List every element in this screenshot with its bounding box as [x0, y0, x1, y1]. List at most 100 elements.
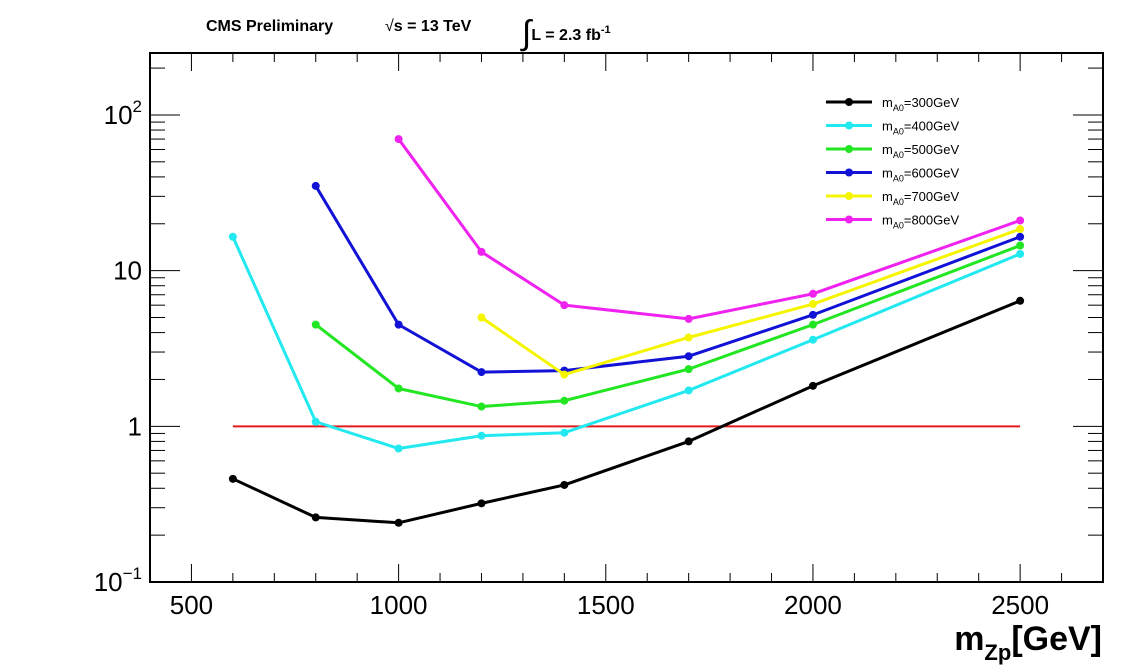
header-luminosity: ∫L = 2.3 fb-1: [522, 10, 611, 52]
legend-entry-rest: =600GeV: [904, 166, 960, 181]
data-point: [228, 232, 237, 241]
y-tick-label-base: 10: [104, 100, 133, 130]
data-point: [1016, 241, 1025, 250]
y-tick-label-base: 1: [128, 411, 142, 441]
series-line-800: [397, 138, 1021, 321]
legend-entry-main: m: [882, 189, 893, 204]
data-point: [477, 431, 486, 440]
legend-entry-rest: =800GeV: [904, 213, 960, 228]
sqrt-symbol: √: [385, 18, 394, 35]
data-point: [311, 181, 320, 190]
legend-entry-main: m: [882, 142, 893, 157]
legend-entry: mA0=300GeV: [882, 95, 959, 113]
lumi-text: L = 2.3 fb: [531, 27, 601, 44]
legend-entry-sub: A0: [893, 221, 904, 231]
y-tick-label: 1: [128, 411, 142, 441]
plot-frame: [149, 52, 1104, 583]
data-point: [560, 370, 569, 379]
data-point: [808, 289, 817, 298]
data-point: [477, 368, 486, 377]
data-point: [560, 480, 569, 489]
legend-entry: mA0=700GeV: [882, 189, 959, 207]
legend-entry-rest: =500GeV: [904, 142, 960, 157]
data-point: [394, 135, 403, 144]
data-point: [560, 301, 569, 310]
integral-icon: ∫: [522, 14, 532, 52]
y-tick-label-exponent: 2: [133, 97, 142, 116]
data-point: [808, 310, 817, 319]
y-tick-label: 10−1: [94, 564, 142, 597]
data-point: [311, 513, 320, 522]
legend-marker: [845, 168, 853, 177]
data-point: [394, 384, 403, 393]
data-point: [1016, 216, 1025, 225]
legend-marker: [845, 215, 853, 224]
data-point: [1016, 232, 1025, 241]
header-experiment: CMS Preliminary: [206, 18, 334, 35]
data-point: [684, 333, 693, 342]
data-point: [477, 402, 486, 411]
series-line-400: [231, 236, 1021, 451]
data-point: [477, 247, 486, 256]
y-tick-label: 10: [113, 256, 142, 286]
data-point: [311, 417, 320, 426]
x-tick-label: 1500: [577, 590, 635, 620]
data-point: [1016, 249, 1025, 258]
legend-entry-main: m: [882, 95, 893, 110]
data-point: [684, 352, 693, 361]
data-point: [560, 428, 569, 437]
x-tick-label: 2500: [991, 590, 1049, 620]
data-point: [228, 474, 237, 483]
legend-entry-sub: A0: [893, 127, 904, 137]
y-tick-label-exponent: −1: [123, 564, 142, 583]
legend-entry: mA0=400GeV: [882, 119, 959, 137]
legend-marker: [845, 192, 853, 200]
legend-entry: mA0=600GeV: [882, 166, 959, 184]
data-point: [477, 499, 486, 508]
data-point: [684, 437, 693, 446]
legend-entry-main: m: [882, 119, 893, 134]
y-tick-label: 102: [104, 97, 142, 130]
y-tick-label-base: 10: [113, 256, 142, 286]
legend-entry-rest: =700GeV: [904, 189, 960, 204]
x-tick-label: 2000: [784, 590, 842, 620]
x-axis-label-sub: Zp: [984, 640, 1012, 665]
data-point: [1016, 296, 1025, 305]
legend-entry-main: m: [882, 166, 893, 181]
data-point: [311, 320, 320, 329]
data-point: [808, 320, 817, 329]
x-axis-label: mZp[GeV]: [954, 620, 1102, 665]
data-point: [684, 386, 693, 395]
legend: mA0=300GeVmA0=400GeVmA0=500GeVmA0=600GeV…: [826, 95, 959, 231]
legend-marker: [845, 98, 853, 106]
series-group: [228, 135, 1025, 527]
series-line-500: [314, 244, 1021, 409]
lumi-exponent: -1: [600, 24, 611, 36]
data-point: [684, 365, 693, 374]
data-point: [684, 314, 693, 323]
legend-marker: [845, 145, 853, 153]
data-point: [394, 444, 403, 453]
data-point: [560, 396, 569, 405]
legend-marker: [845, 121, 853, 130]
legend-entry-rest: =400GeV: [904, 119, 960, 134]
x-axis-label-unit: [GeV]: [1011, 620, 1102, 658]
x-tick-label: 500: [170, 590, 213, 620]
energy-text: s = 13 TeV: [393, 18, 472, 35]
series-line-300: [232, 299, 1021, 525]
axis-ticks: [149, 53, 1104, 583]
y-tick-label-base: 10: [94, 567, 123, 597]
data-point: [808, 335, 817, 344]
data-point: [808, 381, 817, 390]
legend-entry-sub: A0: [893, 174, 904, 184]
axes-frame: [149, 52, 1104, 583]
x-tick-label: 1000: [370, 590, 428, 620]
data-point: [1016, 225, 1025, 234]
legend-entry-sub: A0: [893, 150, 904, 160]
header-energy: √s = 13 TeV: [385, 18, 471, 36]
data-point: [477, 313, 486, 322]
legend-entry: mA0=500GeV: [882, 142, 959, 160]
legend-entry-main: m: [882, 213, 893, 228]
